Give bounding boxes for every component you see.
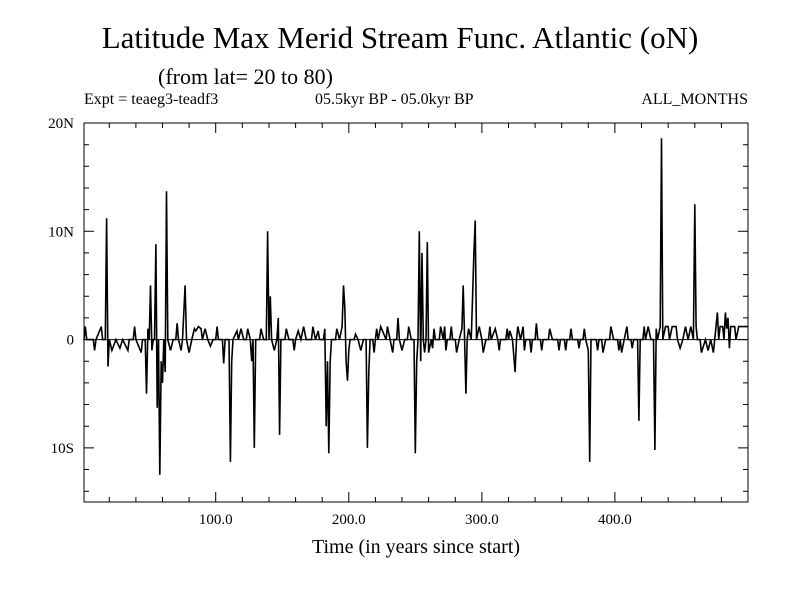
y-tick-label: 20N <box>48 116 74 132</box>
y-tick-label: 0 <box>67 333 75 349</box>
x-tick-label: 400.0 <box>598 512 632 528</box>
x-tick-label: 100.0 <box>199 512 233 528</box>
experiment-label: Expt = teaeg3-teadf3 <box>84 91 219 108</box>
x-tick-label: 300.0 <box>465 512 499 528</box>
chart-subtitle: (from lat= 20 to 80) <box>158 64 333 89</box>
x-axis-ticks <box>108 123 722 502</box>
season-label: ALL_MONTHS <box>641 91 748 108</box>
y-tick-label: 10N <box>48 224 74 240</box>
x-tick-label: 200.0 <box>332 512 366 528</box>
plot-frame <box>83 122 749 503</box>
chart-title: Latitude Max Merid Stream Func. Atlantic… <box>101 20 699 55</box>
x-axis-label: Time (in years since start) <box>311 536 521 558</box>
data-series-line <box>83 138 748 475</box>
y-tick-label: 10S <box>51 441 74 457</box>
period-label: 05.5kyr BP - 05.0kyr BP <box>315 91 474 108</box>
